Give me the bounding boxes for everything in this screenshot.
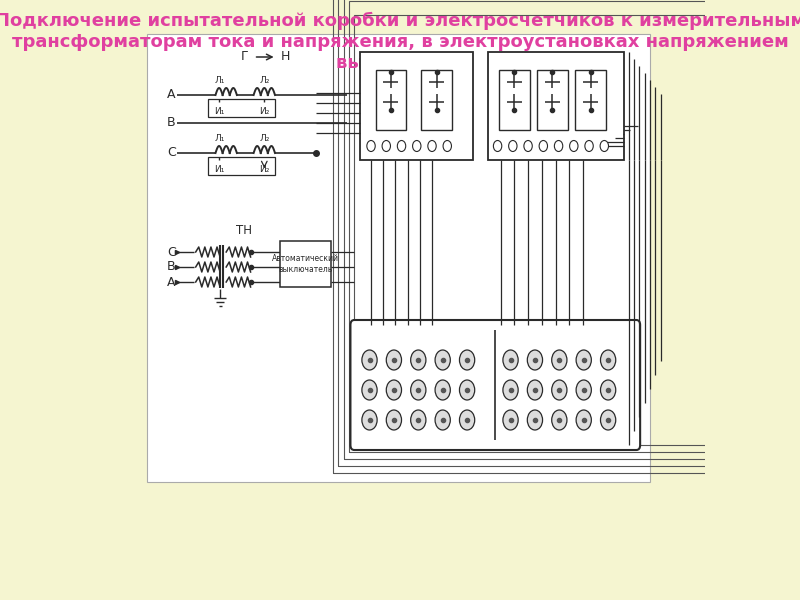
Text: Л₂: Л₂ xyxy=(259,76,270,85)
Bar xyxy=(333,0,800,473)
Bar xyxy=(354,15,800,445)
Text: И₁: И₁ xyxy=(214,165,225,174)
Bar xyxy=(489,52,624,160)
Bar xyxy=(538,70,568,130)
Circle shape xyxy=(600,140,609,151)
Text: Подключение испытательной коробки и электросчетчиков к измерительным
трансформат: Подключение испытательной коробки и элек… xyxy=(0,12,800,72)
Circle shape xyxy=(601,380,616,400)
Circle shape xyxy=(459,380,474,400)
Bar xyxy=(422,70,452,130)
Circle shape xyxy=(570,140,578,151)
Bar xyxy=(575,70,606,130)
Circle shape xyxy=(443,140,451,151)
Bar xyxy=(208,99,275,117)
Circle shape xyxy=(539,140,547,151)
Circle shape xyxy=(428,140,436,151)
Circle shape xyxy=(576,380,591,400)
Circle shape xyxy=(552,380,567,400)
Circle shape xyxy=(413,140,421,151)
Circle shape xyxy=(601,410,616,430)
Circle shape xyxy=(576,350,591,370)
Circle shape xyxy=(503,380,518,400)
Circle shape xyxy=(435,380,450,400)
Text: И₂: И₂ xyxy=(259,165,270,174)
Circle shape xyxy=(494,140,502,151)
Text: А: А xyxy=(167,275,175,289)
Circle shape xyxy=(435,410,450,430)
Bar xyxy=(499,70,530,130)
Circle shape xyxy=(552,350,567,370)
Circle shape xyxy=(386,380,402,400)
Circle shape xyxy=(386,410,402,430)
Text: И₂: И₂ xyxy=(259,107,270,116)
Circle shape xyxy=(552,410,567,430)
Circle shape xyxy=(527,410,542,430)
Text: Л₁: Л₁ xyxy=(214,76,225,85)
Circle shape xyxy=(362,380,377,400)
Text: С: С xyxy=(167,245,176,259)
FancyBboxPatch shape xyxy=(350,320,640,450)
Text: Л₂: Л₂ xyxy=(259,134,270,143)
Circle shape xyxy=(410,380,426,400)
Circle shape xyxy=(386,350,402,370)
Text: А: А xyxy=(167,88,175,101)
Circle shape xyxy=(585,140,594,151)
Circle shape xyxy=(362,350,377,370)
Circle shape xyxy=(435,350,450,370)
Text: С: С xyxy=(167,146,176,160)
Circle shape xyxy=(410,410,426,430)
Circle shape xyxy=(410,350,426,370)
Bar xyxy=(279,241,331,287)
Bar xyxy=(343,0,800,459)
Circle shape xyxy=(554,140,562,151)
Text: ТН: ТН xyxy=(237,223,253,236)
Circle shape xyxy=(459,350,474,370)
Circle shape xyxy=(367,140,375,151)
Circle shape xyxy=(398,140,406,151)
Text: Н: Н xyxy=(281,50,290,64)
Text: Л₁: Л₁ xyxy=(214,134,225,143)
Bar xyxy=(147,34,650,482)
Circle shape xyxy=(503,350,518,370)
Bar xyxy=(147,34,650,482)
Bar xyxy=(349,1,800,452)
Circle shape xyxy=(524,140,532,151)
Text: Г: Г xyxy=(241,50,248,64)
Text: В: В xyxy=(167,260,176,274)
Circle shape xyxy=(601,350,616,370)
Bar xyxy=(376,70,406,130)
Circle shape xyxy=(382,140,390,151)
Bar xyxy=(338,0,800,466)
Circle shape xyxy=(527,350,542,370)
Circle shape xyxy=(362,410,377,430)
Circle shape xyxy=(459,410,474,430)
Text: Автоматический
выключатель: Автоматический выключатель xyxy=(272,254,339,274)
Circle shape xyxy=(503,410,518,430)
Text: И₁: И₁ xyxy=(214,107,225,116)
Circle shape xyxy=(576,410,591,430)
Circle shape xyxy=(527,380,542,400)
Bar xyxy=(360,52,473,160)
Circle shape xyxy=(509,140,517,151)
Text: В: В xyxy=(167,116,176,130)
Bar xyxy=(208,157,275,175)
